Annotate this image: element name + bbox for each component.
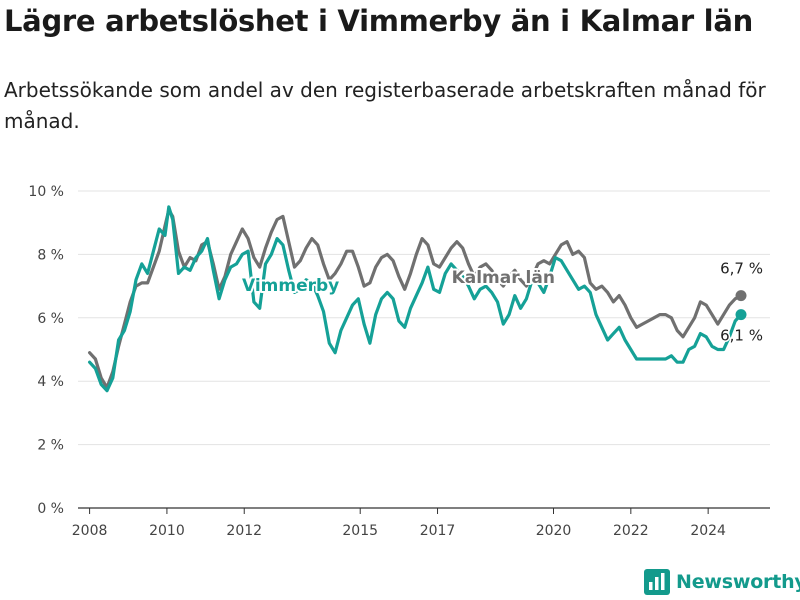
- series-name-label: Kalmar län: [452, 268, 555, 288]
- x-tick-label: 2022: [613, 523, 649, 539]
- y-tick-label: 10 %: [28, 184, 64, 200]
- x-tick-label: 2015: [342, 523, 378, 539]
- chart-title: Lägre arbetslöshet i Vimmerby än i Kalma…: [4, 4, 753, 38]
- series-line: [88, 205, 743, 393]
- series-end-label: 6,1 %: [720, 327, 763, 345]
- brand-logo: Newsworthy: [644, 569, 800, 595]
- x-tick-label: 2017: [420, 523, 456, 539]
- y-tick-label: 8 %: [37, 247, 64, 263]
- x-tick-label: 2008: [72, 523, 108, 539]
- bar-chart-logo-icon: [644, 569, 670, 595]
- series-end-point: [735, 290, 747, 302]
- x-tick-label: 2012: [226, 523, 262, 539]
- x-tick-label: 2020: [536, 523, 572, 539]
- chart-subtitle: Arbetssökande som andel av den registerb…: [4, 78, 766, 133]
- y-tick-label: 4 %: [37, 374, 64, 390]
- y-tick-label: 6 %: [37, 311, 64, 327]
- series-end-point: [735, 309, 747, 321]
- series-end-label: 6,7 %: [720, 260, 763, 278]
- x-tick-label: 2024: [690, 523, 726, 539]
- brand-name: Newsworthy: [676, 571, 800, 593]
- x-tick-label: 2010: [149, 523, 185, 539]
- y-tick-label: 0 %: [37, 501, 64, 517]
- series-name-label: Vimmerby: [242, 276, 339, 296]
- y-tick-label: 2 %: [37, 438, 64, 454]
